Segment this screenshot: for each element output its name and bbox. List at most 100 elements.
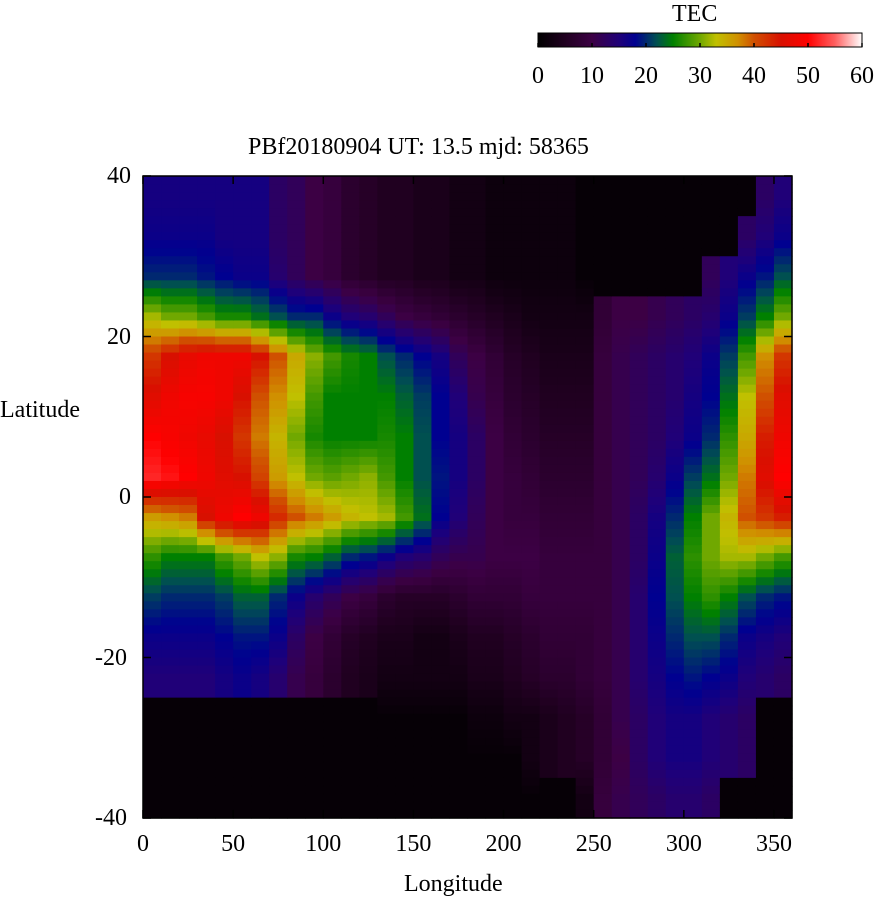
heatmap-cell [467, 208, 487, 217]
heatmap-cell [305, 649, 324, 659]
heatmap-cell [413, 320, 433, 330]
heatmap-cell [359, 521, 378, 530]
heatmap-cell [449, 408, 469, 418]
heatmap-cell [413, 440, 433, 450]
heatmap-cell [737, 304, 757, 314]
heatmap-cell [737, 400, 757, 410]
heatmap-cell [485, 384, 505, 394]
heatmap-cell [251, 432, 270, 442]
heatmap-cell [539, 553, 559, 562]
heatmap-cell [431, 569, 451, 578]
heatmap-cell [575, 384, 595, 394]
heatmap-cell [485, 721, 505, 731]
heatmap-cell [413, 448, 433, 458]
heatmap-cell [503, 440, 523, 450]
heatmap-cell [269, 801, 288, 811]
heatmap-cell [683, 328, 703, 338]
heatmap-cell [431, 392, 451, 402]
heatmap-cell [413, 272, 433, 281]
heatmap-cell [503, 488, 523, 498]
heatmap-cell [287, 360, 306, 370]
heatmap-cell [305, 777, 324, 787]
heatmap-cell [773, 488, 793, 498]
heatmap-cell [683, 432, 703, 442]
heatmap-cell [251, 785, 270, 795]
heatmap-cell [737, 480, 757, 490]
heatmap-cell [665, 344, 685, 354]
heatmap-cell [143, 456, 162, 466]
heatmap-cell [323, 368, 342, 378]
heatmap-cell [215, 360, 234, 370]
heatmap-cell [701, 232, 721, 241]
heatmap-cell [575, 689, 595, 699]
heatmap-cell [701, 416, 721, 426]
heatmap-cell [431, 657, 451, 667]
heatmap-cell [665, 745, 685, 755]
heatmap-cell [449, 416, 469, 426]
heatmap-cell [593, 472, 613, 482]
heatmap-cell [773, 601, 793, 610]
heatmap-cell [521, 184, 541, 193]
heatmap-cell [719, 729, 739, 739]
heatmap-cell [323, 753, 342, 763]
heatmap-cell [701, 697, 721, 707]
heatmap-cell [395, 585, 415, 594]
heatmap-cell [557, 192, 577, 201]
heatmap-cell [377, 665, 396, 675]
heatmap-cell [179, 737, 198, 747]
heatmap-cell [521, 713, 541, 723]
heatmap-cell [143, 641, 162, 651]
heatmap-cell [323, 264, 342, 273]
heatmap-cell [737, 713, 757, 723]
heatmap-cell [269, 408, 288, 418]
colorbar-tick-label: 60 [850, 63, 874, 89]
heatmap-cell [575, 208, 595, 217]
heatmap-cell [413, 625, 433, 635]
heatmap-cell [557, 521, 577, 530]
heatmap-cell [467, 649, 487, 659]
heatmap-cell [179, 777, 198, 787]
heatmap-cell [341, 288, 360, 297]
heatmap-cell [431, 625, 451, 635]
heatmap-cell [575, 809, 595, 819]
heatmap-cell [701, 448, 721, 458]
heatmap-cell [323, 488, 342, 498]
heatmap-cell [197, 368, 216, 378]
heatmap-cell [539, 641, 559, 651]
heatmap-cell [413, 737, 433, 747]
heatmap-cell [161, 793, 180, 803]
heatmap-cell [377, 545, 396, 554]
heatmap-cell [431, 785, 451, 795]
heatmap-cell [305, 665, 324, 675]
heatmap-cell [557, 392, 577, 402]
heatmap-cell [323, 697, 342, 707]
heatmap-cell [377, 480, 396, 490]
heatmap-cell [179, 673, 198, 683]
heatmap-cell [719, 569, 739, 578]
heatmap-cell [755, 408, 775, 418]
heatmap-cell [269, 416, 288, 426]
heatmap-cell [557, 440, 577, 450]
heatmap-cell [647, 625, 667, 635]
heatmap-cell [287, 464, 306, 474]
heatmap-cell [305, 240, 324, 249]
heatmap-cell [539, 505, 559, 514]
heatmap-cell [161, 424, 180, 434]
heatmap-cell [395, 424, 415, 434]
heatmap-cell [665, 809, 685, 819]
heatmap-cell [773, 513, 793, 522]
heatmap-cell [287, 376, 306, 386]
heatmap-cell [377, 689, 396, 699]
heatmap-cell [467, 617, 487, 626]
heatmap-cell [521, 553, 541, 562]
heatmap-cell [395, 633, 415, 643]
heatmap-cell [233, 721, 252, 731]
heatmap-cell [665, 480, 685, 490]
heatmap-cell [323, 785, 342, 795]
heatmap-cell [215, 553, 234, 562]
heatmap-cell [755, 729, 775, 739]
heatmap-cell [557, 713, 577, 723]
heatmap-cell [575, 553, 595, 562]
heatmap-cell [377, 328, 396, 338]
